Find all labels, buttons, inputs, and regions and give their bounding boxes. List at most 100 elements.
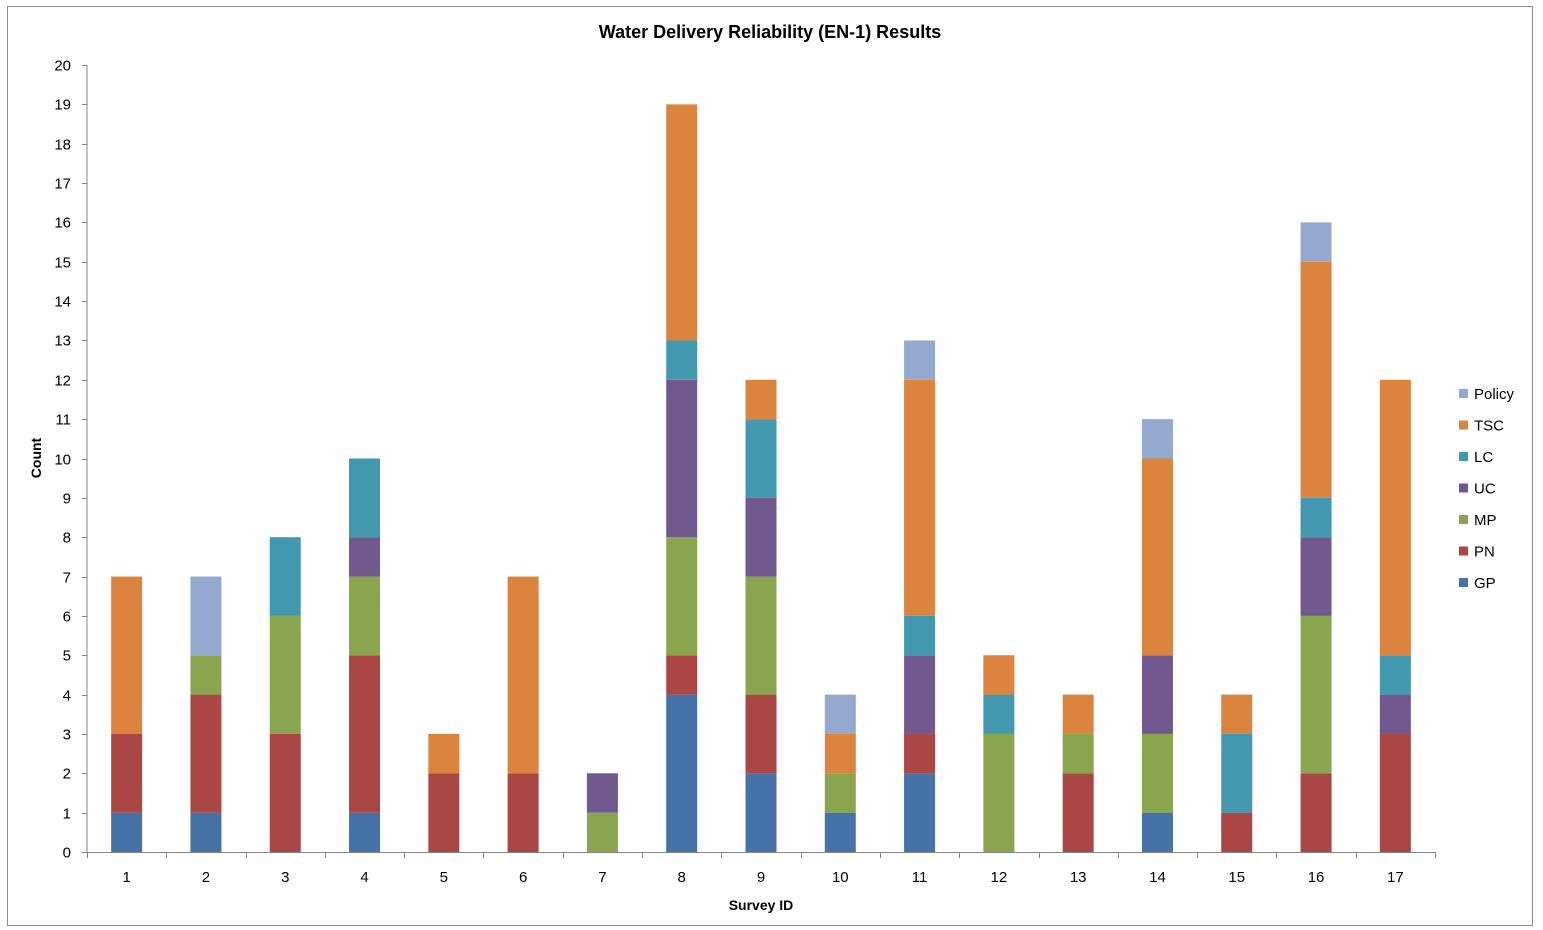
chart-title: Water Delivery Reliability (EN-1) Result…: [599, 22, 941, 42]
y-tick-label: 4: [63, 688, 71, 705]
bar-segment-pn-survey-15: [1221, 812, 1253, 852]
bar-segment-pn-survey-1: [111, 733, 143, 813]
bar-segment-gp-survey-8: [666, 694, 698, 852]
bar-segment-gp-survey-2: [190, 812, 222, 852]
bar-segment-uc-survey-14: [1141, 655, 1173, 734]
bar-segment-tsc-survey-15: [1221, 694, 1253, 734]
bar-segment-pn-survey-11: [904, 733, 936, 774]
legend-swatch-pn: [1459, 546, 1468, 556]
bar-segment-mp-survey-8: [666, 537, 698, 656]
bar-segment-tsc-survey-9: [745, 379, 777, 420]
bar-segment-tsc-survey-1: [111, 576, 143, 734]
bar-segment-tsc-survey-10: [824, 733, 856, 774]
bar-segment-policy-survey-16: [1300, 222, 1332, 262]
bar-segment-pn-survey-3: [269, 733, 301, 852]
bar-segment-mp-survey-12: [983, 733, 1015, 852]
bar-segment-mp-survey-10: [824, 773, 856, 813]
legend-swatch-mp: [1459, 515, 1468, 524]
legend-swatch-lc: [1459, 452, 1468, 461]
bar-segment-tsc-survey-6: [507, 576, 539, 774]
y-tick-label: 6: [63, 609, 71, 626]
y-tick-label: 18: [54, 137, 71, 154]
legend-label-pn: PN: [1474, 544, 1495, 561]
x-tick-label: 1: [122, 869, 130, 886]
bar-segment-pn-survey-16: [1300, 773, 1332, 852]
bar-segment-lc-survey-4: [349, 458, 381, 538]
bar-segment-pn-survey-4: [349, 655, 381, 813]
bar-segment-pn-survey-5: [428, 773, 460, 852]
y-tick-label: 5: [63, 648, 71, 665]
bar-segment-uc-survey-11: [904, 655, 936, 734]
y-tick-label: 17: [54, 176, 71, 193]
bar-segment-policy-survey-2: [190, 576, 222, 656]
y-tick-label: 3: [63, 727, 71, 744]
bar-segment-tsc-survey-13: [1062, 694, 1094, 734]
bar-segment-uc-survey-16: [1300, 537, 1332, 616]
legend-label-mp: MP: [1474, 512, 1497, 529]
bar-segment-pn-survey-8: [666, 655, 698, 695]
y-tick-label: 9: [63, 491, 71, 508]
x-tick-label: 14: [1149, 869, 1166, 886]
y-tick-label: 20: [54, 58, 71, 75]
bar-segment-lc-survey-11: [904, 615, 936, 656]
x-tick-label: 15: [1228, 869, 1245, 886]
legend-label-tsc: TSC: [1474, 418, 1504, 435]
y-tick-label: 11: [55, 412, 71, 429]
y-tick-label: 10: [54, 452, 71, 469]
legend-label-uc: UC: [1474, 481, 1496, 498]
x-tick-label: 2: [202, 869, 210, 886]
bar-segment-pn-survey-9: [745, 694, 777, 774]
bar-segment-uc-survey-4: [349, 537, 381, 577]
bar-segment-tsc-survey-5: [428, 733, 460, 774]
bar-segment-policy-survey-14: [1141, 419, 1173, 459]
y-tick-label: 19: [54, 97, 71, 114]
x-tick-label: 16: [1308, 869, 1325, 886]
bar-segment-uc-survey-17: [1379, 694, 1411, 734]
bar-segment-pn-survey-6: [507, 773, 539, 852]
x-tick-label: 17: [1387, 869, 1404, 886]
x-tick-label: 10: [832, 869, 849, 886]
legend-label-policy: Policy: [1474, 386, 1515, 403]
y-tick-label: 12: [54, 373, 71, 390]
bar-segment-lc-survey-8: [666, 340, 698, 380]
legend-swatch-uc: [1459, 483, 1468, 493]
legend: Policy TSC LC UC MP PN GP: [1459, 386, 1515, 592]
bar-segment-tsc-survey-17: [1379, 379, 1411, 656]
bar-segment-lc-survey-16: [1300, 497, 1332, 538]
bar-segment-mp-survey-16: [1300, 615, 1332, 774]
x-tick-label: 8: [678, 869, 686, 886]
legend-swatch-policy: [1459, 389, 1468, 398]
bar-segment-mp-survey-4: [349, 576, 381, 656]
legend-label-lc: LC: [1474, 449, 1493, 466]
bar-segment-lc-survey-9: [745, 419, 777, 498]
bar-segment-tsc-survey-8: [666, 104, 698, 341]
bar-segment-pn-survey-17: [1379, 733, 1411, 852]
legend-swatch-tsc: [1459, 420, 1468, 430]
bar-segment-gp-survey-11: [904, 773, 936, 852]
y-axis-title: Count: [28, 437, 44, 478]
bar-segment-lc-survey-15: [1221, 733, 1253, 813]
y-tick-label: 13: [54, 333, 71, 350]
bar-segment-policy-survey-11: [904, 340, 936, 380]
bar-segment-pn-survey-2: [190, 694, 222, 813]
bar-segment-policy-survey-10: [824, 694, 856, 734]
bar-segment-gp-survey-1: [111, 812, 143, 852]
bar-segment-gp-survey-9: [745, 773, 777, 852]
bar-segment-gp-survey-10: [824, 812, 856, 852]
bar-segment-pn-survey-13: [1062, 773, 1094, 852]
legend-swatch-gp: [1459, 578, 1468, 587]
x-tick-label: 7: [598, 869, 606, 886]
bar-segment-gp-survey-4: [349, 812, 381, 852]
legend-label-gp: GP: [1474, 575, 1496, 592]
x-tick-label: 13: [1070, 869, 1087, 886]
y-tick-label: 0: [63, 845, 71, 862]
bar-segment-mp-survey-9: [745, 576, 777, 695]
bar-segment-gp-survey-14: [1141, 812, 1173, 852]
bar-segment-tsc-survey-14: [1141, 458, 1173, 656]
bar-segment-mp-survey-14: [1141, 733, 1173, 813]
x-tick-label: 6: [519, 869, 527, 886]
bar-segment-lc-survey-12: [983, 694, 1015, 734]
x-tick-label: 11: [912, 869, 928, 886]
x-axis-title: Survey ID: [729, 897, 794, 913]
